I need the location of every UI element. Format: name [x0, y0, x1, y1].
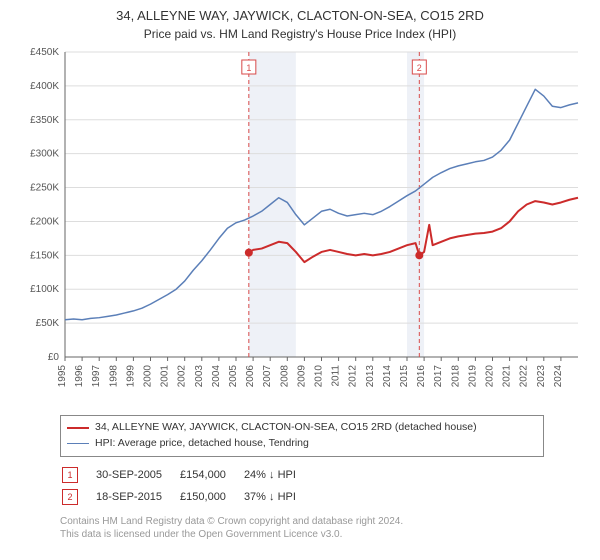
- svg-text:2018: 2018: [450, 365, 461, 388]
- svg-text:£350K: £350K: [30, 115, 59, 126]
- svg-text:1999: 1999: [125, 365, 136, 388]
- marker-badge-2: 2: [62, 489, 78, 505]
- legend-item-price-paid: 34, ALLEYNE WAY, JAYWICK, CLACTON-ON-SEA…: [67, 420, 537, 436]
- svg-text:2012: 2012: [348, 365, 359, 388]
- svg-text:£400K: £400K: [30, 81, 59, 92]
- chart-container: 34, ALLEYNE WAY, JAYWICK, CLACTON-ON-SEA…: [0, 0, 600, 560]
- svg-text:1: 1: [246, 63, 251, 73]
- legend-label-hpi: HPI: Average price, detached house, Tend…: [95, 436, 309, 452]
- svg-text:2019: 2019: [467, 365, 478, 388]
- marker-delta-2: 37% ↓ HPI: [244, 487, 312, 507]
- svg-text:£200K: £200K: [30, 216, 59, 227]
- legend-item-hpi: HPI: Average price, detached house, Tend…: [67, 436, 537, 452]
- svg-text:2004: 2004: [211, 365, 222, 388]
- svg-text:2017: 2017: [433, 365, 444, 388]
- svg-text:£250K: £250K: [30, 183, 59, 194]
- marker-date-1: 30-SEP-2005: [96, 465, 178, 485]
- svg-text:2010: 2010: [314, 365, 325, 388]
- footer-line1: Contains HM Land Registry data © Crown c…: [60, 515, 580, 528]
- svg-text:£100K: £100K: [30, 284, 59, 295]
- marker-row-2: 2 18-SEP-2015 £150,000 37% ↓ HPI: [62, 487, 312, 507]
- svg-text:2016: 2016: [416, 365, 427, 388]
- svg-text:2015: 2015: [399, 365, 410, 388]
- svg-text:1997: 1997: [91, 365, 102, 388]
- svg-text:2009: 2009: [296, 365, 307, 388]
- svg-text:2000: 2000: [143, 365, 154, 388]
- title-address: 34, ALLEYNE WAY, JAYWICK, CLACTON-ON-SEA…: [0, 0, 600, 23]
- legend-swatch-hpi: [67, 443, 89, 444]
- marker-badge-1: 1: [62, 467, 78, 483]
- svg-text:1995: 1995: [57, 365, 68, 388]
- svg-text:£450K: £450K: [30, 47, 59, 58]
- title-subtitle: Price paid vs. HM Land Registry's House …: [0, 23, 600, 47]
- svg-text:£150K: £150K: [30, 250, 59, 261]
- markers-table: 1 30-SEP-2005 £154,000 24% ↓ HPI 2 18-SE…: [60, 463, 314, 509]
- footer-line2: This data is licensed under the Open Gov…: [60, 528, 580, 541]
- marker-row-1: 1 30-SEP-2005 £154,000 24% ↓ HPI: [62, 465, 312, 485]
- svg-text:2002: 2002: [177, 365, 188, 388]
- svg-text:2003: 2003: [194, 365, 205, 388]
- legend-box: 34, ALLEYNE WAY, JAYWICK, CLACTON-ON-SEA…: [60, 415, 544, 457]
- chart-area: £0 £50K £100K £150K £200K £250K £300K £350K £400…: [10, 47, 590, 407]
- legend-swatch-price-paid: [67, 427, 89, 429]
- svg-text:£0: £0: [48, 352, 60, 363]
- marker-price-2: £150,000: [180, 487, 242, 507]
- marker-delta-1: 24% ↓ HPI: [244, 465, 312, 485]
- svg-text:£50K: £50K: [36, 318, 60, 329]
- svg-text:1998: 1998: [108, 365, 119, 388]
- footer-attribution: Contains HM Land Registry data © Crown c…: [60, 515, 580, 541]
- svg-text:2013: 2013: [365, 365, 376, 388]
- svg-text:2: 2: [417, 63, 422, 73]
- svg-text:1996: 1996: [74, 365, 85, 388]
- svg-text:2021: 2021: [502, 365, 513, 388]
- svg-text:2011: 2011: [331, 365, 342, 387]
- svg-text:2005: 2005: [228, 365, 239, 388]
- svg-text:2006: 2006: [245, 365, 256, 388]
- svg-text:2020: 2020: [485, 365, 496, 388]
- svg-text:2014: 2014: [382, 365, 393, 388]
- legend-label-price-paid: 34, ALLEYNE WAY, JAYWICK, CLACTON-ON-SEA…: [95, 420, 477, 436]
- svg-text:2007: 2007: [262, 365, 273, 388]
- marker-date-2: 18-SEP-2015: [96, 487, 178, 507]
- svg-text:2022: 2022: [519, 365, 530, 388]
- svg-text:2023: 2023: [536, 365, 547, 388]
- svg-text:£300K: £300K: [30, 149, 59, 160]
- marker-price-1: £154,000: [180, 465, 242, 485]
- svg-text:2008: 2008: [279, 365, 290, 388]
- svg-text:2024: 2024: [553, 365, 564, 388]
- line-chart-svg: £0 £50K £100K £150K £200K £250K £300K £350K £400…: [10, 47, 590, 407]
- svg-text:2001: 2001: [160, 365, 171, 388]
